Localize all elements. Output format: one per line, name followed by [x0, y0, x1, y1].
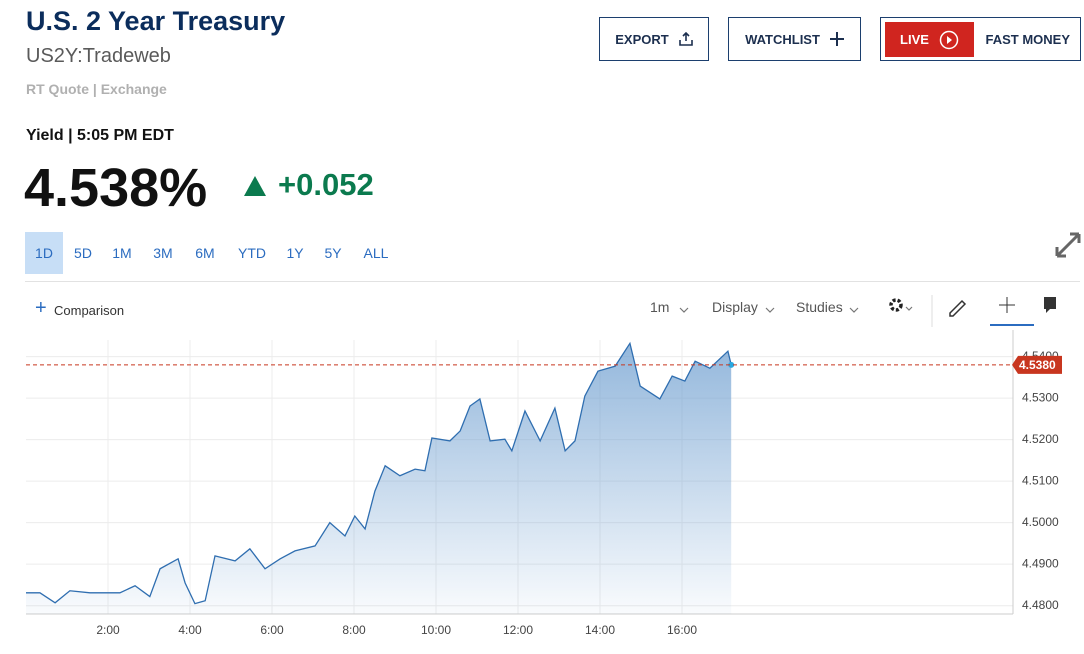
x-tick-label: 14:00 — [585, 623, 615, 637]
price: 4.538% — [24, 158, 208, 218]
plus-icon — [829, 32, 844, 46]
range-tab[interactable]: 5D — [74, 245, 92, 261]
up-arrow — [244, 176, 266, 196]
quote-source: RT Quote | Exchange — [26, 81, 167, 97]
studies-button[interactable]: Studies — [796, 299, 843, 315]
y-tick-label: 4.4800 — [1022, 598, 1059, 612]
x-tick-label: 12:00 — [503, 623, 533, 637]
range-tab[interactable]: ALL — [363, 245, 389, 261]
play-icon — [939, 30, 959, 49]
range-tab[interactable]: 3M — [153, 245, 173, 261]
dropdown-carets — [679, 307, 859, 313]
watchlist-button[interactable]: WATCHLIST — [728, 17, 861, 61]
range-tab[interactable]: 5Y — [324, 245, 342, 261]
last-point — [728, 361, 735, 368]
reference-label-bg — [1012, 355, 1062, 374]
range-tab[interactable]: 1Y — [286, 245, 304, 261]
y-tick-label: 4.5300 — [1022, 390, 1059, 404]
divider — [25, 281, 1080, 282]
comparison-button[interactable]: Comparison — [54, 303, 125, 318]
y-tick-label: 4.5200 — [1022, 432, 1059, 446]
y-tick-label: 4.5000 — [1022, 515, 1059, 529]
display-button[interactable]: Display — [712, 299, 758, 315]
y-tick-label: 4.4900 — [1022, 556, 1059, 570]
symbol: US2Y:Tradeweb — [26, 45, 171, 67]
export-label: EXPORT — [615, 31, 669, 47]
range-tab[interactable]: 1D — [25, 232, 63, 274]
y-tick-label: 4.5100 — [1022, 473, 1059, 487]
quote-label: Yield | 5:05 PM EDT — [26, 127, 174, 144]
plus-icon: + — [35, 297, 47, 319]
live-button[interactable]: LIVE — [885, 22, 974, 57]
reference-label: 4.5380 — [1019, 358, 1056, 372]
fast-money-button[interactable]: FAST MONEY — [880, 17, 1081, 61]
live-label: LIVE — [900, 32, 929, 47]
line — [26, 341, 732, 605]
expand-icon[interactable] — [1054, 231, 1082, 259]
area — [26, 343, 732, 614]
fast-money-label: FAST MONEY — [985, 31, 1070, 47]
chart: 4.48004.49004.50004.51004.52004.53004.54… — [26, 330, 1062, 637]
watchlist-label: WATCHLIST — [745, 31, 820, 47]
x-tick-label: 4:00 — [178, 623, 202, 637]
price-change: +0.052 — [278, 167, 374, 202]
export-icon — [678, 32, 693, 46]
x-tick-label: 10:00 — [421, 623, 451, 637]
range-tab[interactable]: YTD — [238, 245, 266, 261]
interval-button[interactable]: 1m — [650, 299, 670, 315]
x-tick-label: 6:00 — [260, 623, 284, 637]
export-button[interactable]: EXPORT — [599, 17, 709, 61]
x-tick-label: 2:00 — [96, 623, 120, 637]
range-tab[interactable]: 6M — [195, 245, 215, 261]
x-tick-label: 8:00 — [342, 623, 366, 637]
x-tick-label: 16:00 — [667, 623, 697, 637]
chart-tools[interactable] — [886, 295, 1056, 329]
title: U.S. 2 Year Treasury — [26, 6, 286, 36]
range-tab[interactable]: 1M — [112, 245, 132, 261]
